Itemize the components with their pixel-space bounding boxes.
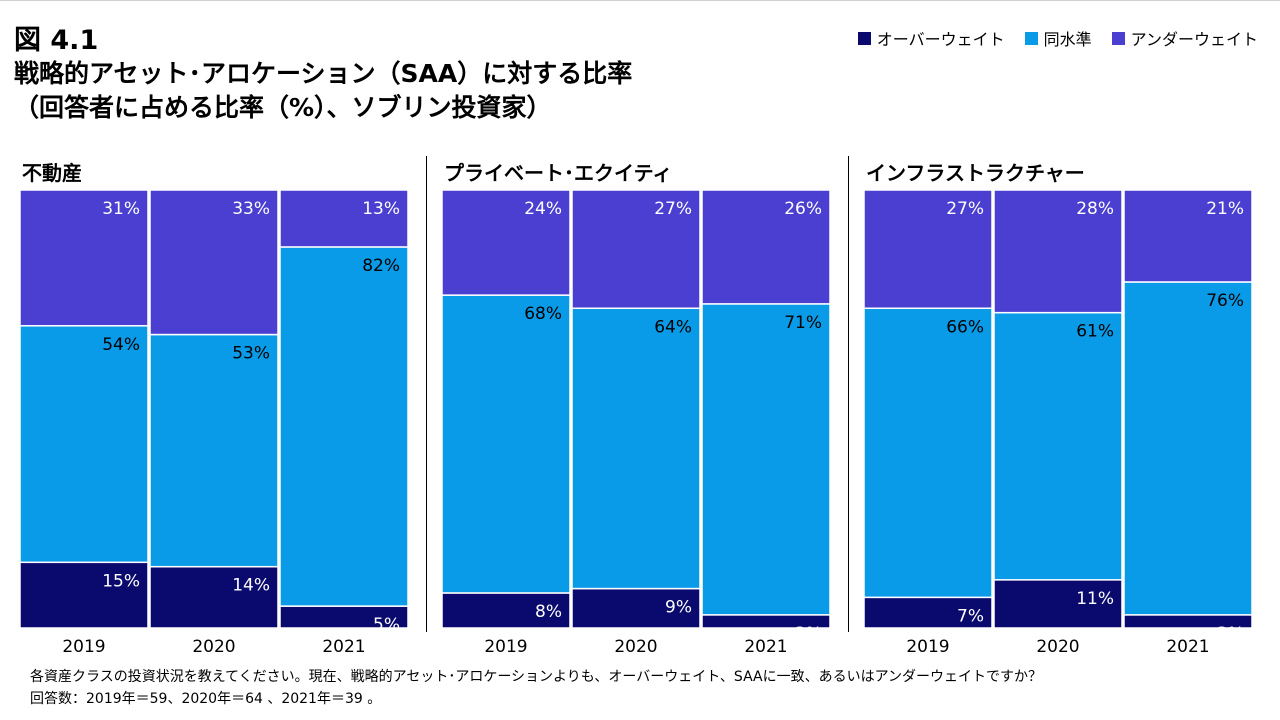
panel-title-private-equity: プライベート･エクイティ	[444, 161, 673, 185]
x-tick-label-p3-2020: 2020	[1036, 637, 1079, 657]
data-label-neutral-p1-2020: 53%	[232, 344, 270, 364]
bar-segment-underweight-p1-2019	[19, 189, 149, 327]
data-label-overweight-p1-2020: 14%	[232, 576, 270, 596]
legend-label-underweight: アンダーウェイト	[1130, 30, 1258, 49]
data-label-overweight-p2-2020: 9%	[665, 598, 692, 618]
data-label-underweight-p1-2020: 33%	[232, 199, 270, 219]
data-label-neutral-p1-2019: 54%	[102, 335, 140, 355]
bar-segment-underweight-p2-2020	[571, 189, 701, 310]
data-label-overweight-p3-2020: 11%	[1076, 589, 1114, 609]
data-label-overweight-p2-2019: 8%	[535, 602, 562, 622]
data-label-neutral-p1-2021: 82%	[362, 256, 400, 276]
data-label-neutral-p3-2020: 61%	[1076, 322, 1114, 342]
data-label-underweight-p3-2019: 27%	[946, 199, 984, 219]
data-label-overweight-p1-2019: 15%	[102, 571, 140, 591]
panel-title-real-estate: 不動産	[22, 161, 82, 185]
bar-segment-underweight-p3-2019	[863, 189, 993, 310]
x-tick-label-p1-2020: 2020	[192, 637, 235, 657]
bar-segment-neutral-p2-2019	[441, 294, 571, 594]
bar-segment-neutral-p1-2020	[149, 333, 279, 568]
bar-segment-overweight-p3-2020	[993, 579, 1123, 629]
x-tick-label-p1-2019: 2019	[62, 637, 105, 657]
data-label-underweight-p2-2021: 26%	[784, 199, 822, 219]
bar-segment-overweight-p1-2020	[149, 565, 279, 629]
chart-title-line-1: 戦略的アセット･アロケーション（SAA）に対する比率	[14, 59, 633, 88]
data-label-overweight-p3-2021: 3%	[1217, 624, 1244, 644]
legend-label-overweight: オーバーウェイト	[876, 30, 1005, 49]
data-label-overweight-p2-2021: 3%	[795, 624, 822, 644]
data-label-underweight-p1-2021: 13%	[362, 199, 400, 219]
data-label-neutral-p2-2020: 64%	[654, 317, 692, 337]
legend-item-neutral: 同水準	[1024, 26, 1092, 50]
x-tick-label-p3-2019: 2019	[906, 637, 949, 657]
data-label-underweight-p3-2020: 28%	[1076, 199, 1114, 219]
x-tick-label-p2-2020: 2020	[614, 637, 657, 657]
legend-swatch-underweight	[1111, 31, 1125, 45]
bar-segment-neutral-p2-2021	[701, 303, 831, 616]
bar-segment-underweight-p1-2021	[279, 189, 409, 248]
data-label-underweight-p2-2019: 24%	[524, 199, 562, 219]
legend-item-underweight: アンダーウェイト	[1111, 26, 1258, 50]
bar-segment-underweight-p3-2020	[993, 189, 1123, 314]
panel-divider-2	[848, 156, 849, 632]
footnote-question: 各資産クラスの投資状況を教えてください。現在、戦略的アセット･アロケーションより…	[30, 669, 1043, 685]
legend-label-neutral: 同水準	[1043, 30, 1092, 49]
data-label-neutral-p2-2019: 68%	[524, 304, 562, 324]
bar-segment-neutral-p1-2021	[279, 246, 409, 607]
data-label-neutral-p2-2021: 71%	[784, 313, 822, 333]
bar-segment-neutral-p3-2019	[863, 307, 993, 599]
data-label-overweight-p3-2019: 7%	[957, 606, 984, 626]
panel-title-infrastructure: インフラストラクチャー	[866, 161, 1085, 185]
legend-item-overweight: オーバーウェイト	[857, 26, 1005, 50]
bar-segment-underweight-p2-2019	[441, 189, 571, 296]
legend-swatch-neutral	[1024, 31, 1038, 45]
footnote-respondents: 回答数：2019年＝59、2020年＝64 、2021年＝39 。	[30, 691, 382, 707]
chart-title-line-2: （回答者に占める比率（%）、ソブリン投資家）	[14, 93, 552, 122]
bar-segment-underweight-p1-2020	[149, 189, 279, 336]
top-rule	[0, 0, 1280, 1]
data-label-underweight-p3-2021: 21%	[1206, 199, 1244, 219]
data-label-underweight-p1-2019: 31%	[102, 199, 140, 219]
legend-swatch-overweight	[857, 31, 871, 45]
legend: オーバーウェイト 同水準 アンダーウェイト	[857, 26, 1258, 50]
bar-segment-overweight-p2-2020	[571, 587, 701, 629]
panel-divider-1	[426, 156, 427, 632]
data-label-neutral-p3-2019: 66%	[946, 317, 984, 337]
bar-segment-neutral-p2-2020	[571, 307, 701, 590]
bar-segment-overweight-p3-2019	[863, 596, 993, 629]
bar-segment-overweight-p1-2019	[19, 561, 149, 629]
x-tick-label-p2-2019: 2019	[484, 637, 527, 657]
bar-segment-neutral-p3-2020	[993, 311, 1123, 581]
bar-segment-neutral-p3-2021	[1123, 281, 1253, 616]
figure-number: 図 4.1	[14, 25, 99, 56]
x-tick-label-p1-2021: 2021	[322, 637, 365, 657]
bar-segment-underweight-p2-2021	[701, 189, 831, 305]
bar-segment-neutral-p1-2019	[19, 325, 149, 564]
data-label-overweight-p1-2021: 5%	[373, 615, 400, 635]
data-label-neutral-p3-2021: 76%	[1206, 291, 1244, 311]
bar-segment-underweight-p3-2021	[1123, 189, 1253, 283]
x-tick-label-p2-2021: 2021	[744, 637, 787, 657]
x-tick-label-p3-2021: 2021	[1166, 637, 1209, 657]
chart-title: 戦略的アセット･アロケーション（SAA）に対する比率 （回答者に占める比率（%）…	[14, 57, 632, 125]
data-label-underweight-p2-2020: 27%	[654, 199, 692, 219]
